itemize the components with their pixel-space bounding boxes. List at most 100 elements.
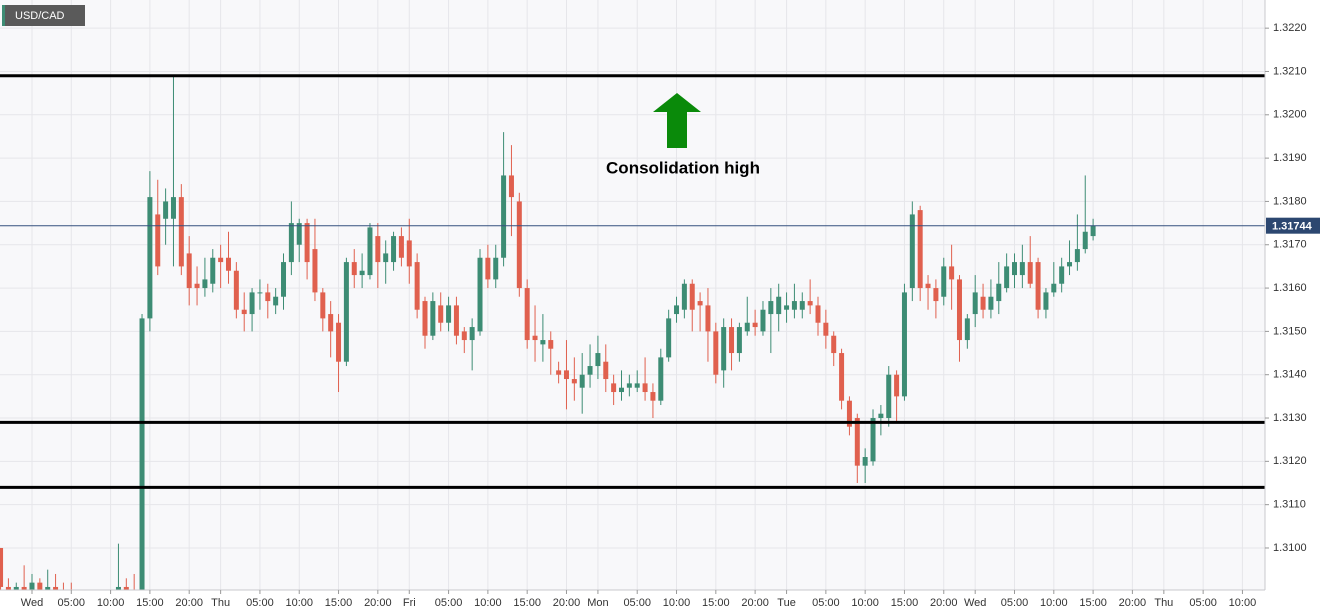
candle-body bbox=[1011, 262, 1017, 276]
x-tick-label: 20:00 bbox=[175, 597, 203, 609]
candle-body bbox=[178, 197, 184, 267]
candle-body bbox=[941, 266, 947, 297]
x-tick-label: 15:00 bbox=[1079, 597, 1107, 609]
candle-body bbox=[85, 600, 90, 604]
candle-body bbox=[477, 257, 483, 332]
candle-body bbox=[273, 296, 279, 306]
candle-body bbox=[265, 292, 271, 302]
candle-body bbox=[674, 305, 680, 315]
candle-body bbox=[1082, 231, 1088, 250]
candle-body bbox=[681, 283, 687, 310]
y-tick-label: 1.3200 bbox=[1273, 109, 1307, 121]
candle-body bbox=[760, 309, 766, 332]
candle-body bbox=[650, 392, 656, 401]
x-tick-label: 15:00 bbox=[325, 597, 353, 609]
y-tick-label: 1.3180 bbox=[1273, 195, 1307, 207]
candle-body bbox=[713, 331, 719, 375]
x-tick-label: 15:00 bbox=[702, 597, 730, 609]
candle-body bbox=[343, 262, 349, 362]
candle-body bbox=[446, 305, 452, 323]
candle-body bbox=[878, 413, 884, 419]
x-tick-label: Fri bbox=[403, 597, 416, 609]
candle-body bbox=[61, 591, 66, 595]
y-tick-label: 1.3120 bbox=[1273, 455, 1307, 467]
candle-body bbox=[901, 292, 907, 397]
candle-body bbox=[524, 288, 530, 341]
candle-body bbox=[485, 257, 491, 280]
candle-body bbox=[815, 305, 821, 323]
candle-body bbox=[752, 322, 758, 328]
candle-body bbox=[241, 309, 247, 315]
candle-body bbox=[988, 296, 994, 310]
candle-body bbox=[1067, 262, 1073, 267]
x-tick-label: Thu bbox=[1154, 597, 1173, 609]
candle-body bbox=[296, 223, 302, 245]
candle-body bbox=[163, 201, 169, 219]
axes: 1.3100 1.3110 1.3120 1.3130 1.3140 1.3150 1.31… bbox=[21, 22, 1320, 609]
candle-body bbox=[909, 214, 915, 289]
candle-body bbox=[854, 418, 860, 466]
x-tick-label: 20:00 bbox=[553, 597, 581, 609]
up-arrow bbox=[653, 93, 701, 148]
candle-body bbox=[658, 357, 664, 401]
candle-body bbox=[257, 292, 263, 294]
candle-body bbox=[170, 197, 176, 219]
current-price-box bbox=[1266, 217, 1320, 234]
candle-body bbox=[132, 591, 137, 595]
candle-body bbox=[563, 370, 569, 380]
candle-body bbox=[249, 292, 255, 315]
candle-body bbox=[949, 266, 955, 280]
x-tick-label: Wed bbox=[21, 597, 43, 609]
candle-body bbox=[233, 270, 239, 310]
candle-body bbox=[202, 279, 208, 289]
candle-body bbox=[516, 201, 522, 289]
candle-body bbox=[147, 197, 153, 319]
x-tick-label: 20:00 bbox=[741, 597, 769, 609]
x-tick-label: 05:00 bbox=[623, 597, 651, 609]
candle-body bbox=[359, 270, 365, 276]
candle-body bbox=[831, 335, 837, 354]
x-tick-label: 10:00 bbox=[474, 597, 502, 609]
candle-body bbox=[894, 374, 900, 397]
annotation: Consolidation high bbox=[606, 158, 760, 177]
candle-body bbox=[493, 257, 499, 280]
candle-body bbox=[461, 331, 467, 341]
candle-body bbox=[1027, 262, 1033, 284]
y-tick-label: 1.3220 bbox=[1273, 22, 1307, 34]
candle-body bbox=[37, 582, 43, 590]
x-tick-label: 15:00 bbox=[513, 597, 541, 609]
current-price-label: 1.31744 bbox=[1272, 221, 1313, 233]
candle-body bbox=[312, 249, 318, 293]
grid bbox=[0, 0, 1265, 590]
candle-body bbox=[791, 301, 797, 310]
x-tick-label: 05:00 bbox=[1189, 597, 1217, 609]
candle-body bbox=[784, 305, 790, 310]
candle-body bbox=[925, 283, 931, 289]
candle-body bbox=[705, 305, 711, 332]
candle-body bbox=[689, 283, 695, 310]
candle-body bbox=[933, 288, 939, 302]
x-tick-label: 10:00 bbox=[663, 597, 691, 609]
candle-body bbox=[1051, 283, 1057, 293]
candle-body bbox=[383, 253, 389, 263]
y-tick-label: 1.3100 bbox=[1273, 542, 1307, 554]
y-tick-label: 1.3210 bbox=[1273, 65, 1307, 77]
candle-body bbox=[736, 327, 742, 354]
candle-body bbox=[634, 383, 640, 388]
plot bbox=[0, 74, 1265, 604]
x-tick-label: 15:00 bbox=[891, 597, 919, 609]
candle-body bbox=[453, 305, 459, 336]
candle-body bbox=[225, 257, 231, 271]
candle-body bbox=[1059, 266, 1065, 284]
candle-body bbox=[1019, 262, 1025, 276]
symbol-box bbox=[2, 5, 85, 26]
candle-body bbox=[1090, 225, 1096, 237]
candle-body bbox=[281, 262, 287, 297]
x-tick-label: 10:00 bbox=[97, 597, 125, 609]
candle-body bbox=[642, 383, 648, 393]
candle-body bbox=[768, 301, 774, 315]
x-tick-label: 15:00 bbox=[136, 597, 164, 609]
candle-body bbox=[618, 387, 624, 393]
candle-body bbox=[391, 236, 397, 263]
candle-body bbox=[579, 374, 585, 388]
